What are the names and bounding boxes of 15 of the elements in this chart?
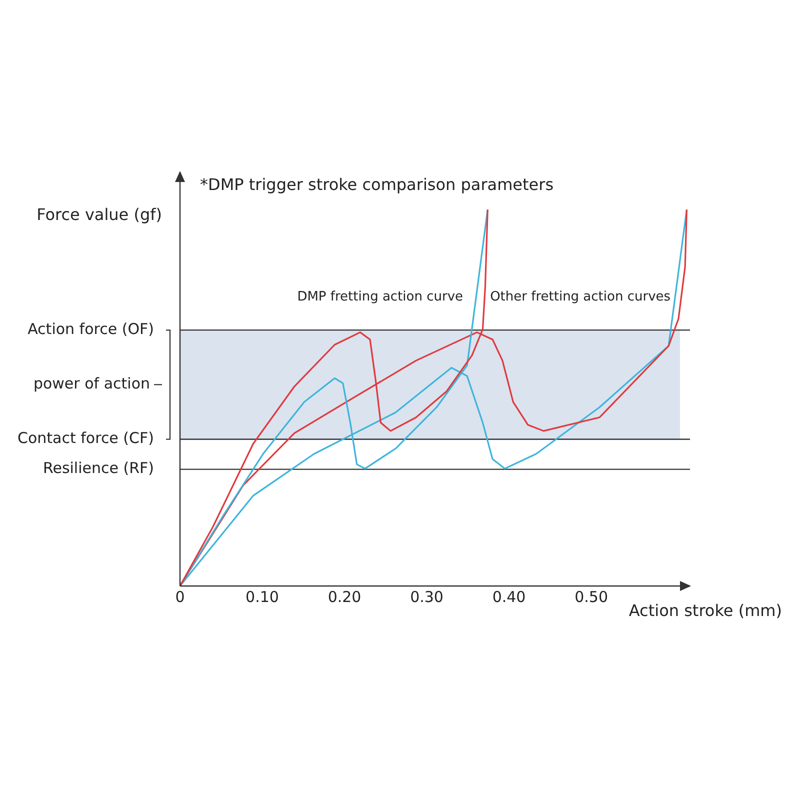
annotation: Other fretting action curves [490,289,671,304]
x-tick-label: 0.10 [246,588,279,606]
ref-line-label: Contact force (CF) [18,429,154,448]
band-label: power of action [33,374,150,393]
annotation: DMP fretting action curve [297,289,464,304]
x-tick-label: 0 [175,588,185,606]
y-axis-title: Force value (gf) [36,205,162,224]
x-axis-title: Action stroke (mm) [628,601,782,620]
chart-title: *DMP trigger stroke comparison parameters [200,175,554,194]
x-tick-label: 0.40 [492,588,526,606]
x-tick-label: 0.20 [328,588,362,606]
x-tick-label: 0.30 [410,588,444,606]
ref-line-label: Action force (OF) [28,320,154,338]
ref-line-label: Resilience (RF) [42,459,154,478]
x-tick-label: 0.50 [574,588,608,606]
